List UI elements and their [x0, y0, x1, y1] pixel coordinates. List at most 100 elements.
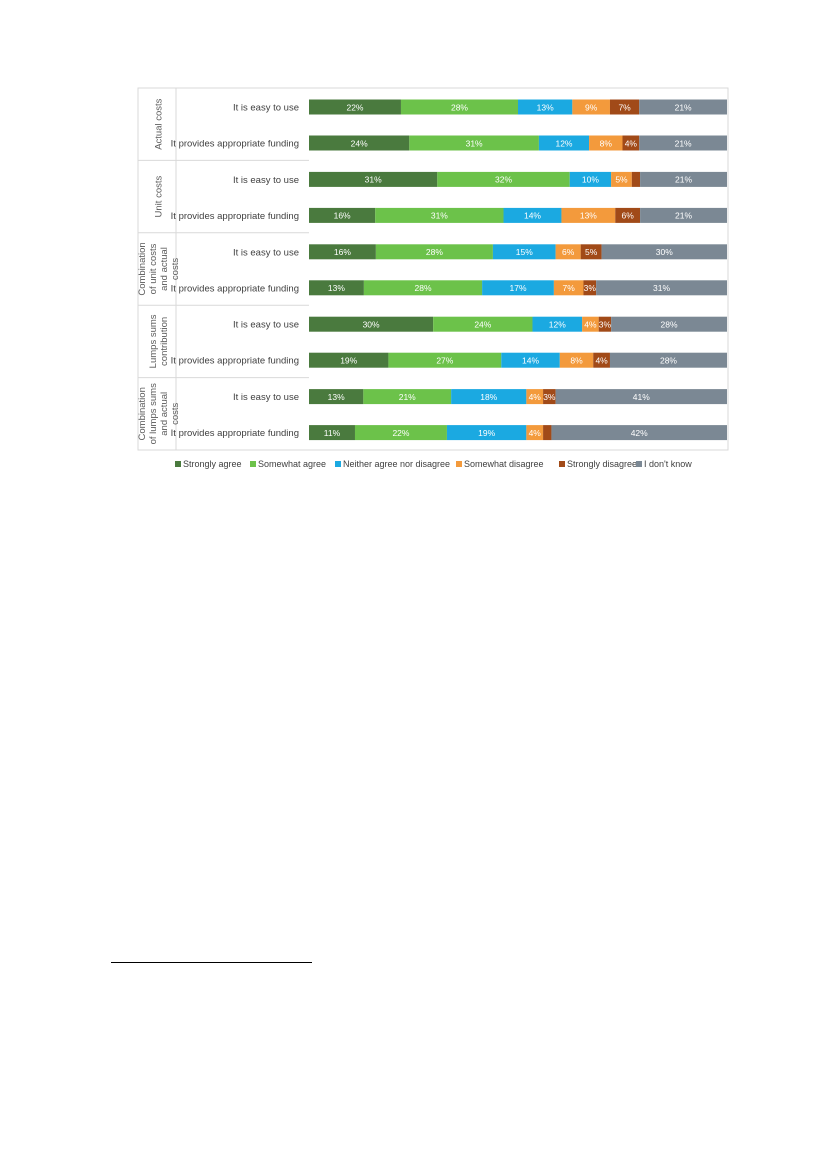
- data-label: 3%: [543, 392, 556, 402]
- data-label: 11%: [324, 428, 341, 438]
- data-label: 4%: [625, 138, 638, 148]
- data-label: 28%: [426, 247, 443, 257]
- data-label: 5%: [585, 247, 598, 257]
- bar-segment: [615, 207, 641, 223]
- bar-segment: [451, 389, 527, 405]
- data-label: 21%: [675, 138, 692, 148]
- data-label: 4%: [529, 428, 542, 438]
- bar-segment: [611, 316, 727, 332]
- data-label: 8%: [600, 138, 613, 148]
- bar-segment: [559, 352, 594, 368]
- row-label: It provides appropriate funding: [171, 356, 299, 367]
- data-label: 31%: [365, 175, 382, 185]
- data-label: 19%: [340, 356, 357, 366]
- data-label: 13%: [328, 283, 345, 293]
- bar-segment: [482, 280, 554, 296]
- bar-segment: [503, 207, 562, 223]
- bar-segment: [309, 389, 364, 405]
- data-label: 10%: [582, 175, 599, 185]
- bar-segment: [553, 280, 584, 296]
- bar-segment: [518, 99, 573, 115]
- data-label: 6%: [562, 247, 575, 257]
- bar-segment: [640, 207, 727, 223]
- row-label: It is easy to use: [233, 320, 299, 331]
- bar-segment: [309, 352, 389, 368]
- data-label: 13%: [580, 211, 597, 221]
- data-label: 17%: [509, 283, 526, 293]
- data-label: 31%: [466, 138, 483, 148]
- data-label: 13%: [537, 102, 554, 112]
- data-label: 6%: [622, 211, 635, 221]
- legend-swatch: [559, 461, 565, 467]
- group-label: Lumps sumscontribution: [148, 314, 170, 368]
- row-label: It provides appropriate funding: [171, 139, 299, 150]
- group-label: Combinationof unit costsand actualcosts: [137, 242, 181, 295]
- bar-segment: [583, 280, 597, 296]
- group-label: Unit costs: [154, 176, 165, 218]
- data-label: 15%: [516, 247, 533, 257]
- bar-segment: [363, 389, 452, 405]
- data-label: 4%: [584, 320, 597, 330]
- bar-segment: [609, 352, 727, 368]
- bar-segment: [609, 99, 640, 115]
- row-label: It provides appropriate funding: [171, 283, 299, 294]
- legend-label: Strongly disagree: [567, 459, 637, 469]
- bar-segment: [639, 99, 727, 115]
- bar-segment: [561, 207, 616, 223]
- data-label: 22%: [346, 102, 363, 112]
- bar-segment: [601, 244, 727, 260]
- row-label: It provides appropriate funding: [171, 211, 299, 222]
- bar-segment: [555, 244, 581, 260]
- bar-segment: [309, 99, 401, 115]
- bar-segment: [437, 171, 570, 187]
- bar-segment: [309, 280, 364, 296]
- bar-segment: [593, 352, 610, 368]
- bar-segment: [409, 135, 539, 151]
- legend-swatch: [335, 461, 341, 467]
- data-label: 16%: [334, 247, 351, 257]
- data-label: 21%: [675, 211, 692, 221]
- legend-swatch: [175, 461, 181, 467]
- data-label: 28%: [660, 356, 677, 366]
- data-label: 18%: [480, 392, 497, 402]
- data-label: 31%: [653, 283, 670, 293]
- legend-label: Neither agree nor disagree: [343, 459, 450, 469]
- data-label: 30%: [363, 320, 380, 330]
- data-label: 7%: [618, 102, 631, 112]
- bar-segment: [572, 99, 610, 115]
- bar-segment: [532, 316, 583, 332]
- bar-segment: [596, 280, 727, 296]
- data-label: 7%: [563, 283, 576, 293]
- data-label: 8%: [570, 356, 583, 366]
- bar-segment: [640, 171, 727, 187]
- group-label: Actual costs: [154, 98, 165, 149]
- bar-segment: [631, 171, 641, 187]
- data-label: 4%: [529, 392, 542, 402]
- bar-segment: [446, 425, 527, 441]
- data-label: 3%: [599, 320, 612, 330]
- bar-segment: [375, 207, 504, 223]
- group-label: Combinationof lumps sumsand actualcosts: [137, 383, 181, 444]
- data-label: 19%: [478, 428, 495, 438]
- data-label: 24%: [351, 138, 368, 148]
- data-label: 21%: [675, 102, 692, 112]
- data-label: 28%: [661, 320, 678, 330]
- bar-segment: [639, 135, 727, 151]
- data-label: 14%: [522, 356, 539, 366]
- data-label: 31%: [431, 211, 448, 221]
- legend-swatch: [250, 461, 256, 467]
- bar-segment: [611, 171, 632, 187]
- data-label: 41%: [633, 392, 650, 402]
- bar-segment: [354, 425, 447, 441]
- chart-frame: [137, 87, 729, 451]
- legend-label: Strongly agree: [183, 459, 242, 469]
- data-label: 13%: [328, 392, 345, 402]
- bar-segment: [580, 244, 602, 260]
- data-label: 16%: [334, 211, 351, 221]
- data-label: 32%: [495, 175, 512, 185]
- bar-segment: [363, 280, 483, 296]
- legend-swatch: [636, 461, 642, 467]
- bar-segment: [526, 389, 544, 405]
- legend-swatch: [456, 461, 462, 467]
